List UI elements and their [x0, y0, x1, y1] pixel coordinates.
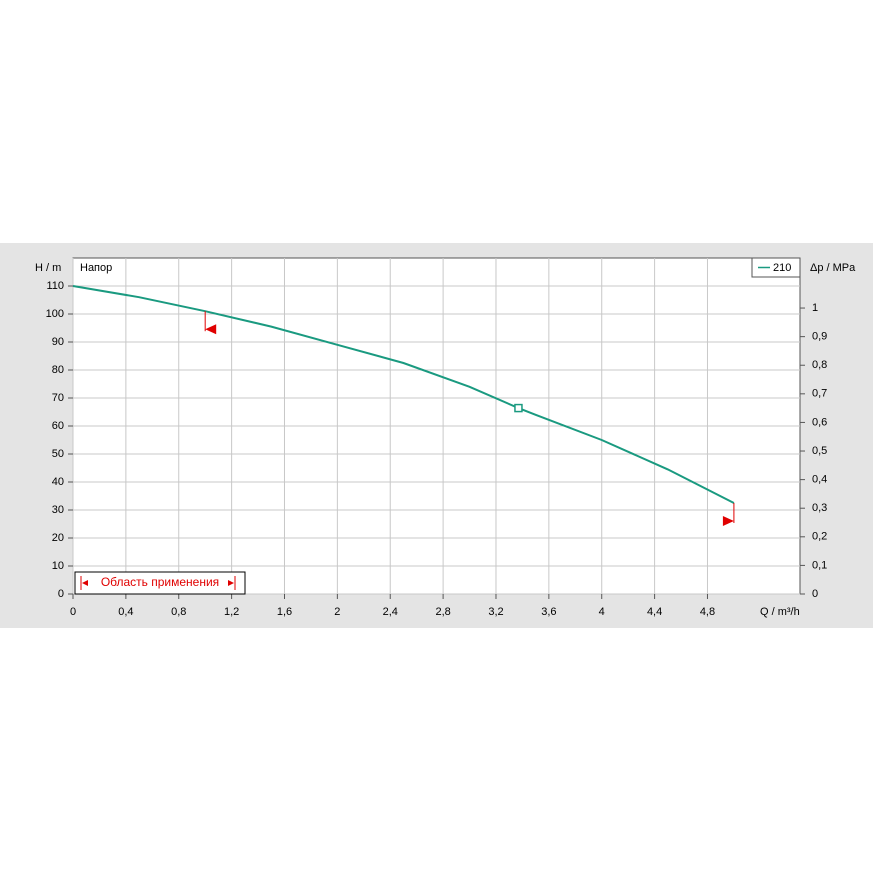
y-tick-label: 10	[52, 560, 64, 572]
y-tick-label: 60	[52, 420, 64, 432]
y-tick-label: 100	[46, 308, 64, 320]
y-axis-label: H / m	[35, 262, 61, 274]
y2-tick-label: 0	[812, 588, 818, 600]
x-tick-label: 4	[599, 606, 605, 618]
y2-tick-label: 0,2	[812, 531, 827, 543]
y-tick-label: 0	[58, 588, 64, 600]
y-tick-label: 20	[52, 532, 64, 544]
x-tick-label: 1,6	[277, 606, 292, 618]
x-tick-label: 3,2	[488, 606, 503, 618]
range-box-arrow-left	[82, 580, 88, 586]
y2-tick-label: 0,5	[812, 445, 827, 457]
x-tick-label: 2	[334, 606, 340, 618]
curve	[72, 285, 735, 504]
y-tick-label: 70	[52, 392, 64, 404]
subtitle: Напор	[80, 262, 112, 274]
y2-tick-label: 0,3	[812, 502, 827, 514]
range-min-arrow	[205, 324, 217, 335]
x-tick-label: 0	[70, 606, 76, 618]
duty-point	[514, 403, 523, 413]
y-tick-label: 50	[52, 448, 64, 460]
range-max-arrow	[722, 516, 734, 526]
range-label: Область применения	[101, 575, 219, 589]
y2-tick-label: 0,8	[812, 359, 827, 371]
x-tick-label: 2,8	[435, 606, 450, 618]
range-box	[74, 571, 246, 595]
y2-tick-label: 0,1	[812, 559, 827, 571]
y-tick-label: 110	[46, 280, 64, 292]
y2-tick-label: 0,6	[812, 416, 827, 428]
x-tick-label: 0,4	[118, 606, 133, 618]
x-tick-label: 0,8	[171, 606, 186, 618]
legend-box	[751, 257, 801, 278]
y-tick-label: 80	[52, 364, 64, 376]
x-tick-label: 1,2	[224, 606, 239, 618]
y-tick-label: 40	[52, 476, 64, 488]
range-box-arrow-right	[228, 580, 234, 586]
x-axis-label: Q / m³/h	[760, 606, 800, 618]
y2-tick-label: 0,4	[812, 474, 827, 486]
y-tick-label: 30	[52, 504, 64, 516]
x-tick-label: 4,8	[700, 606, 715, 618]
x-tick-label: 3,6	[541, 606, 556, 618]
x-tick-label: 4,4	[647, 606, 662, 618]
y2-tick-label: 1	[812, 302, 818, 314]
legend-label: 210	[773, 262, 791, 274]
y2-tick-label: 0,7	[812, 388, 827, 400]
y2-axis-label: Δp / MPa	[810, 262, 856, 274]
y-tick-label: 90	[52, 336, 64, 348]
y2-tick-label: 0,9	[812, 331, 827, 343]
x-tick-label: 2,4	[383, 606, 398, 618]
